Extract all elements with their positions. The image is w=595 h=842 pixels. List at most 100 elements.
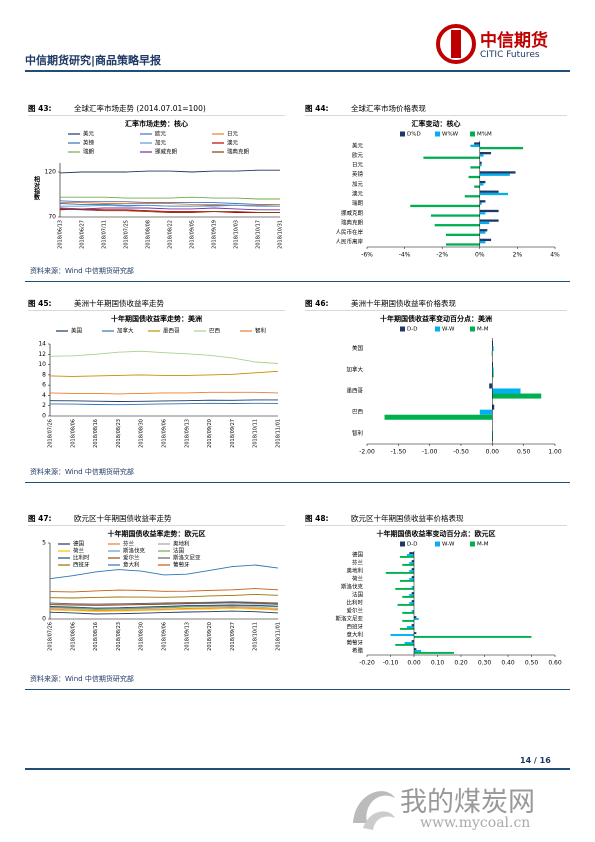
y-tick-label: 加拿大 bbox=[346, 365, 363, 373]
bar bbox=[409, 552, 414, 555]
x-tick-label: 2018/08/08 bbox=[146, 220, 152, 249]
legend-swatch bbox=[435, 326, 440, 332]
x-tick-label: 2018/08/30 bbox=[139, 622, 145, 651]
legend-swatch bbox=[400, 131, 405, 137]
x-tick-label: 2018/07/25 bbox=[124, 220, 130, 249]
legend-label: 巴西 bbox=[209, 328, 221, 335]
x-tick-label: 2% bbox=[513, 252, 523, 259]
x-tick-label: 0% bbox=[475, 252, 485, 259]
legend-swatch bbox=[470, 326, 475, 332]
x-tick-label: 0.10 bbox=[431, 660, 445, 667]
bar bbox=[411, 610, 414, 612]
y-tick-label: 美国 bbox=[352, 344, 364, 352]
caption-label: 图 45: bbox=[28, 299, 52, 308]
legend-label: 意大利 bbox=[123, 561, 140, 569]
bar bbox=[479, 202, 482, 205]
series-line bbox=[49, 607, 279, 612]
bar bbox=[397, 603, 414, 606]
series-line bbox=[59, 169, 280, 174]
chart-title: 十年期国债收益率走势：欧元区 bbox=[108, 529, 206, 538]
x-tick-label: 1.00 bbox=[548, 449, 562, 456]
x-tick-label: 2018/09/20 bbox=[207, 622, 213, 651]
bar bbox=[479, 183, 484, 186]
y-tick-label: 比利时 bbox=[346, 599, 363, 607]
x-tick-label: 2018/10/11 bbox=[253, 419, 259, 448]
bar bbox=[445, 233, 480, 236]
bar bbox=[492, 393, 542, 399]
bar bbox=[402, 595, 414, 598]
series-line bbox=[49, 370, 279, 377]
caption-label: 图 46: bbox=[305, 299, 329, 308]
bar bbox=[411, 600, 414, 603]
y-tick-label: 法国 bbox=[352, 591, 364, 599]
x-tick-label: 0.50 bbox=[517, 449, 531, 456]
caption-title: 欧元区十年期国债收益率价格表现 bbox=[351, 514, 464, 523]
y-tick-label: 5 bbox=[42, 540, 46, 547]
x-tick-label: 2018/10/11 bbox=[253, 622, 259, 651]
x-tick-label: 2018/11/01 bbox=[276, 622, 282, 651]
y-tick-label: 瑞典克朗 bbox=[341, 218, 364, 226]
rule bbox=[25, 689, 570, 690]
y-tick-label: 奥地利 bbox=[346, 567, 363, 575]
bar bbox=[399, 555, 414, 558]
bar bbox=[474, 142, 480, 145]
bar bbox=[414, 651, 454, 654]
x-tick-label: 2018/11/01 bbox=[276, 419, 282, 448]
y-tick-label: 斯洛文尼亚 bbox=[335, 615, 363, 623]
bar bbox=[479, 171, 516, 174]
x-tick-label: 2018/10/31 bbox=[278, 220, 284, 249]
bar bbox=[489, 383, 493, 389]
series-line bbox=[49, 606, 279, 611]
x-tick-label: -1.50 bbox=[391, 449, 407, 456]
x-tick-label: -6% bbox=[361, 252, 373, 259]
caption-label: 图 47: bbox=[28, 514, 52, 523]
x-tick-label: 2018/10/03 bbox=[234, 220, 240, 249]
y-tick-label: 0 bbox=[42, 616, 46, 623]
y-tick-label: 瑞朗 bbox=[352, 199, 364, 207]
bar bbox=[423, 156, 480, 159]
y-tick-label: 70 bbox=[48, 214, 56, 221]
legend-label: 日元 bbox=[227, 131, 239, 138]
chart: 十年期国债收益率变动百分点：美洲 -2.00 -1.50 -1.00 -0.50 0.00… bbox=[346, 314, 562, 456]
chart-title: 十年期国债收益率变动百分点：欧元区 bbox=[377, 529, 496, 538]
x-tick-label: -0.10 bbox=[383, 660, 399, 667]
legend-label: 比利时 bbox=[73, 554, 90, 562]
bar bbox=[411, 624, 414, 627]
legend-swatch bbox=[435, 131, 440, 137]
y-tick-label: 墨西哥 bbox=[346, 388, 363, 395]
bar bbox=[430, 214, 480, 217]
bar bbox=[491, 351, 493, 357]
chart: 汇率市场走势：核心 70 120 相对指数 2018/06/13 2018/06/27 20… bbox=[33, 119, 284, 249]
legend-swatch bbox=[400, 541, 405, 547]
legend-label: 法国 bbox=[173, 547, 185, 555]
x-tick-label: 2018/09/13 bbox=[184, 622, 190, 651]
chart: 十年期国债收益率变动百分点：欧元区 -0.20 -0.10 0.00 0.10 0.20 0… bbox=[335, 529, 561, 667]
bar bbox=[411, 560, 414, 563]
page-number: 14 / 16 bbox=[520, 756, 551, 765]
header-title: 中信期货研究|商品策略早报 bbox=[25, 54, 162, 67]
x-tick-label: -0.50 bbox=[453, 449, 469, 456]
y-axis-label: 相对指数 bbox=[33, 175, 40, 201]
logo-icon bbox=[436, 24, 476, 64]
y-tick-label: 希腊 bbox=[352, 647, 364, 655]
caption-label: 图 48: bbox=[305, 514, 329, 523]
bar bbox=[492, 430, 493, 436]
legend-label: 澳元 bbox=[227, 139, 239, 147]
y-tick-label: 14 bbox=[38, 341, 46, 348]
x-tick-label: 2018/09/27 bbox=[230, 419, 236, 448]
y-tick-label: 12 bbox=[38, 351, 46, 358]
bar bbox=[479, 200, 486, 203]
bar bbox=[395, 587, 414, 590]
bar bbox=[479, 163, 482, 167]
y-tick-label: 8 bbox=[42, 371, 46, 378]
bar bbox=[399, 627, 414, 630]
bar bbox=[409, 570, 414, 572]
legend-label: M-M bbox=[477, 327, 489, 333]
bar bbox=[470, 166, 480, 169]
y-tick-label: 加元 bbox=[352, 180, 364, 188]
x-tick-label: 2018/09/06 bbox=[162, 622, 168, 651]
bar bbox=[404, 642, 414, 644]
bar bbox=[434, 224, 480, 227]
y-tick-label: 芬兰 bbox=[352, 559, 364, 567]
